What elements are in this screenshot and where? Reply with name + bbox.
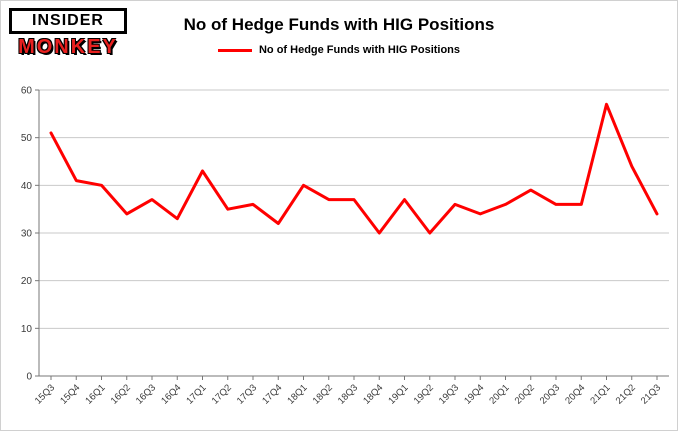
logo-text-monkey: MONKEY <box>18 36 118 58</box>
y-tick-label: 60 <box>21 86 33 97</box>
chart-legend: No of Hedge Funds with HIG Positions <box>1 44 677 56</box>
legend-line-swatch <box>217 48 252 52</box>
x-tick-label: 17Q1 <box>184 382 208 406</box>
data-line <box>49 102 659 235</box>
x-tick-label: 19Q2 <box>412 382 436 406</box>
logo-text-insider: INSIDER <box>9 8 127 34</box>
x-tick-label: 20Q3 <box>538 382 562 406</box>
x-tick-label: 20Q2 <box>513 382 537 406</box>
insider-monkey-logo: INSIDER MONKEY <box>9 8 127 58</box>
y-tick-label: 30 <box>21 229 33 240</box>
y-tick-label: 10 <box>21 324 33 335</box>
x-tick-label: 17Q2 <box>210 382 234 406</box>
x-tick-label: 17Q3 <box>235 382 259 406</box>
x-tick-label: 16Q1 <box>83 382 107 406</box>
x-tick-label: 16Q4 <box>159 382 183 406</box>
x-tick-label: 15Q4 <box>58 382 82 406</box>
x-tick-label: 17Q4 <box>260 382 284 406</box>
x-tick-label: 16Q2 <box>109 382 133 406</box>
y-tick-label: 50 <box>21 133 33 144</box>
x-tick-label: 19Q3 <box>437 382 461 406</box>
x-tick-label: 19Q4 <box>462 382 486 406</box>
y-tick-label: 20 <box>21 276 33 287</box>
x-tick-label: 21Q3 <box>639 382 663 406</box>
x-tick-label: 16Q3 <box>134 382 158 406</box>
x-tick-label: 20Q1 <box>487 382 511 406</box>
y-tick-label: 40 <box>21 181 33 192</box>
x-tick-label: 20Q4 <box>563 382 587 406</box>
x-tick-label: 18Q2 <box>311 382 335 406</box>
x-tick-label: 18Q4 <box>361 382 385 406</box>
x-tick-label: 21Q1 <box>588 382 612 406</box>
x-tick-label: 19Q1 <box>386 382 410 406</box>
x-tick-label: 18Q3 <box>336 382 360 406</box>
legend-label: No of Hedge Funds with HIG Positions <box>258 44 461 56</box>
y-tick-label: 0 <box>26 372 32 383</box>
x-tick-label: 15Q3 <box>33 382 57 406</box>
x-tick-label: 21Q2 <box>614 382 638 406</box>
x-tick-label: 18Q1 <box>285 382 309 406</box>
chart-title: No of Hedge Funds with HIG Positions <box>183 15 495 34</box>
